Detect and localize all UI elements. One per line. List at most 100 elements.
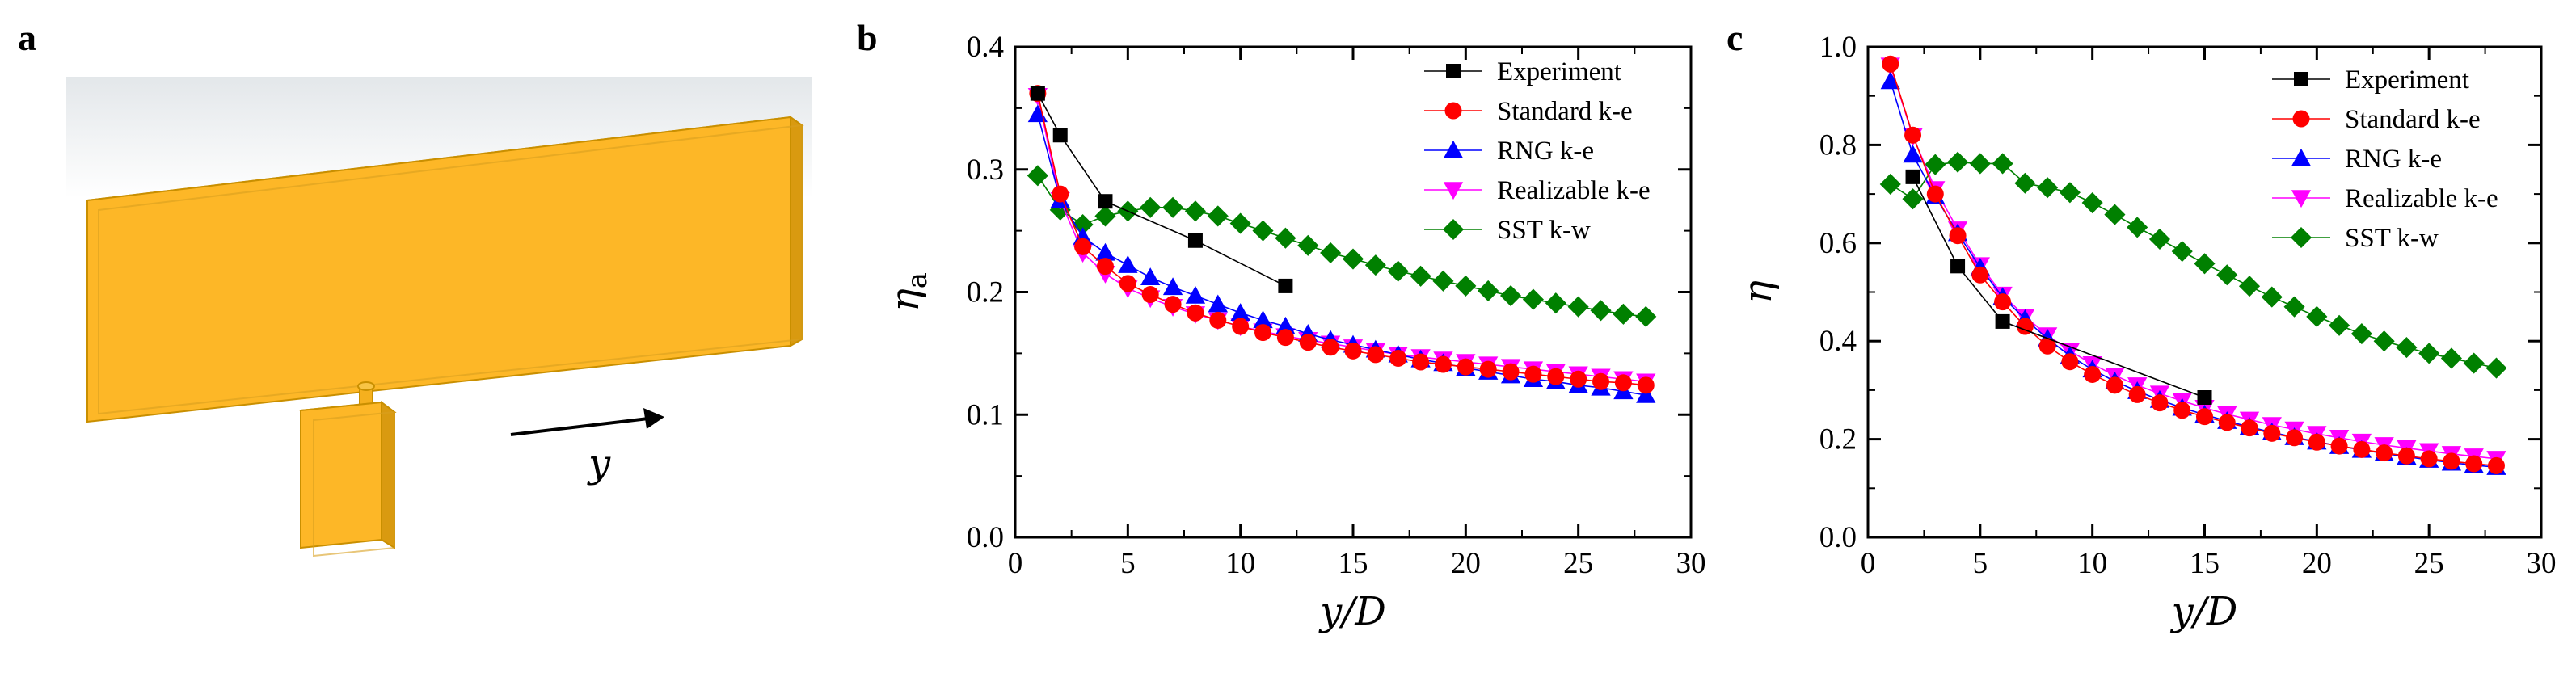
y-direction-arrow [510, 408, 664, 436]
data-point-rng-k-e [1140, 267, 1161, 286]
data-point-standard-k-e [1547, 368, 1565, 385]
data-point-sst-k-w [1947, 151, 1969, 173]
legend: Experiment Standard k-e RNG k-e Realizable … [2272, 65, 2498, 253]
legend-marker-realizable-k-e [2291, 190, 2312, 208]
data-point-standard-k-e [1949, 227, 1967, 245]
x-tick-label: 20 [2302, 547, 2332, 580]
legend-item-sst-k-w: SST k-w [1424, 216, 1591, 245]
data-point-standard-k-e [2173, 402, 2191, 419]
data-point-standard-k-e [2376, 444, 2393, 462]
x-tick-label: 0 [1861, 547, 1876, 580]
legend-marker-experiment [2294, 72, 2308, 86]
data-point-sst-k-w [2171, 241, 2193, 263]
data-point-rng-k-e [1275, 316, 1296, 334]
data-point-sst-k-w [1140, 196, 1162, 218]
chart-c: 0 5 10 15 20 25 30 0.0 0.2 0.4 0.6 0.8 1.0 y/D η Experi… [1735, 31, 2557, 634]
legend-item-standard-k-e: Standard k-e [1424, 97, 1633, 126]
data-point-sst-k-w [2418, 343, 2440, 364]
data-point-standard-k-e [1254, 324, 1272, 342]
y-tick-label: 0.4 [1819, 325, 1857, 358]
data-point-sst-k-w [1320, 242, 1342, 263]
x-tick-label: 15 [2190, 547, 2220, 580]
arrow-label: y [587, 441, 611, 486]
legend: Experiment Standard k-e RNG k-e Realizable … [1424, 57, 1651, 245]
data-point-standard-k-e [1971, 266, 1989, 284]
data-point-sst-k-w [2148, 228, 2171, 250]
series-experiment [1030, 86, 1293, 293]
data-point-standard-k-e [2487, 456, 2505, 474]
data-point-standard-k-e [2308, 433, 2325, 451]
data-point-sst-k-w [2463, 352, 2485, 374]
data-point-standard-k-e [1592, 372, 1610, 390]
data-point-sst-k-w [1545, 292, 1566, 314]
legend-label: Realizable k-e [1497, 176, 1651, 205]
panel-c: c 0 5 10 15 20 25 30 0.0 0.2 0.4 0.6 0.8 1.0 y/D η Expe… [1726, 17, 2557, 634]
data-point-standard-k-e [1299, 334, 1317, 351]
data-point-rng-k-e [1162, 277, 1183, 296]
data-point-standard-k-e [1457, 358, 1474, 376]
data-point-sst-k-w [2104, 204, 2126, 225]
data-point-sst-k-w [1184, 200, 1206, 222]
data-point-standard-k-e [2084, 365, 2102, 383]
data-point-sst-k-w [1902, 188, 1924, 210]
data-point-sst-k-w [2081, 191, 2103, 214]
x-axis-label: y/D [2170, 589, 2238, 634]
data-point-standard-k-e [1187, 304, 1204, 322]
data-point-standard-k-e [2443, 452, 2460, 470]
data-point-standard-k-e [1074, 238, 1092, 255]
data-point-sst-k-w [1027, 165, 1048, 187]
data-point-standard-k-e [2241, 419, 2258, 437]
data-point-rng-k-e [1185, 285, 1206, 304]
y-tick-label: 0.0 [967, 521, 1004, 554]
data-point-sst-k-w [1969, 153, 1991, 175]
series-line-rng-k-e [1037, 114, 1646, 396]
x-tick-label: 25 [1563, 547, 1593, 580]
y-axis-label: η [1735, 280, 1781, 304]
legend-marker-experiment [1446, 64, 1461, 78]
data-point-standard-k-e [2128, 385, 2146, 403]
data-point-standard-k-e [2061, 353, 2079, 371]
x-tick-label: 0 [1008, 547, 1023, 580]
data-point-sst-k-w [2194, 253, 2216, 275]
y-tick-label: 0.2 [967, 276, 1004, 309]
series-sst-k-w [1879, 151, 2507, 379]
legend-label: Experiment [1497, 57, 1621, 86]
data-point-sst-k-w [2306, 305, 2328, 327]
series-line-experiment [1037, 93, 1286, 287]
data-point-sst-k-w [2350, 323, 2372, 345]
data-point-sst-k-w [1478, 280, 1499, 302]
data-point-sst-k-w [1275, 227, 1296, 249]
x-tick-label: 5 [1973, 547, 1988, 580]
panel-a: a y [18, 17, 812, 557]
series-line-realizable-k-e [1890, 65, 2497, 460]
series-line-standard-k-e [1890, 64, 2497, 467]
legend-marker-standard-k-e [1444, 102, 1462, 120]
series-standard-k-e [1882, 55, 2505, 474]
data-point-sst-k-w [1072, 213, 1094, 236]
data-point-sst-k-w [2329, 314, 2350, 336]
data-point-standard-k-e [2465, 455, 2483, 473]
y-tick-label: 0.0 [1819, 521, 1857, 554]
data-point-rng-k-e [1208, 294, 1228, 313]
data-point-experiment [1052, 128, 1068, 143]
data-point-experiment [2197, 390, 2212, 406]
data-point-standard-k-e [2353, 440, 2371, 458]
legend-marker-standard-k-e [2292, 110, 2310, 128]
data-point-standard-k-e [1570, 370, 1587, 388]
data-point-rng-k-e [1636, 385, 1656, 403]
data-point-sst-k-w [1342, 248, 1364, 270]
legend-item-experiment: Experiment [1424, 57, 1621, 86]
data-point-standard-k-e [1367, 346, 1385, 364]
y-tick-label: 0.2 [1819, 423, 1857, 456]
data-point-sst-k-w [1455, 275, 1477, 297]
legend-item-experiment: Experiment [2272, 65, 2469, 95]
legend-item-standard-k-e: Standard k-e [2272, 105, 2481, 134]
series-line-experiment [1912, 176, 2205, 398]
data-point-sst-k-w [1387, 260, 1409, 282]
data-point-rng-k-e [1118, 254, 1138, 273]
data-point-standard-k-e [2330, 437, 2348, 455]
data-point-experiment [1187, 233, 1203, 248]
x-tick-label: 30 [2527, 547, 2557, 580]
legend-label: RNG k-e [2345, 145, 2442, 174]
legend-item-rng-k-e: RNG k-e [1424, 137, 1594, 166]
